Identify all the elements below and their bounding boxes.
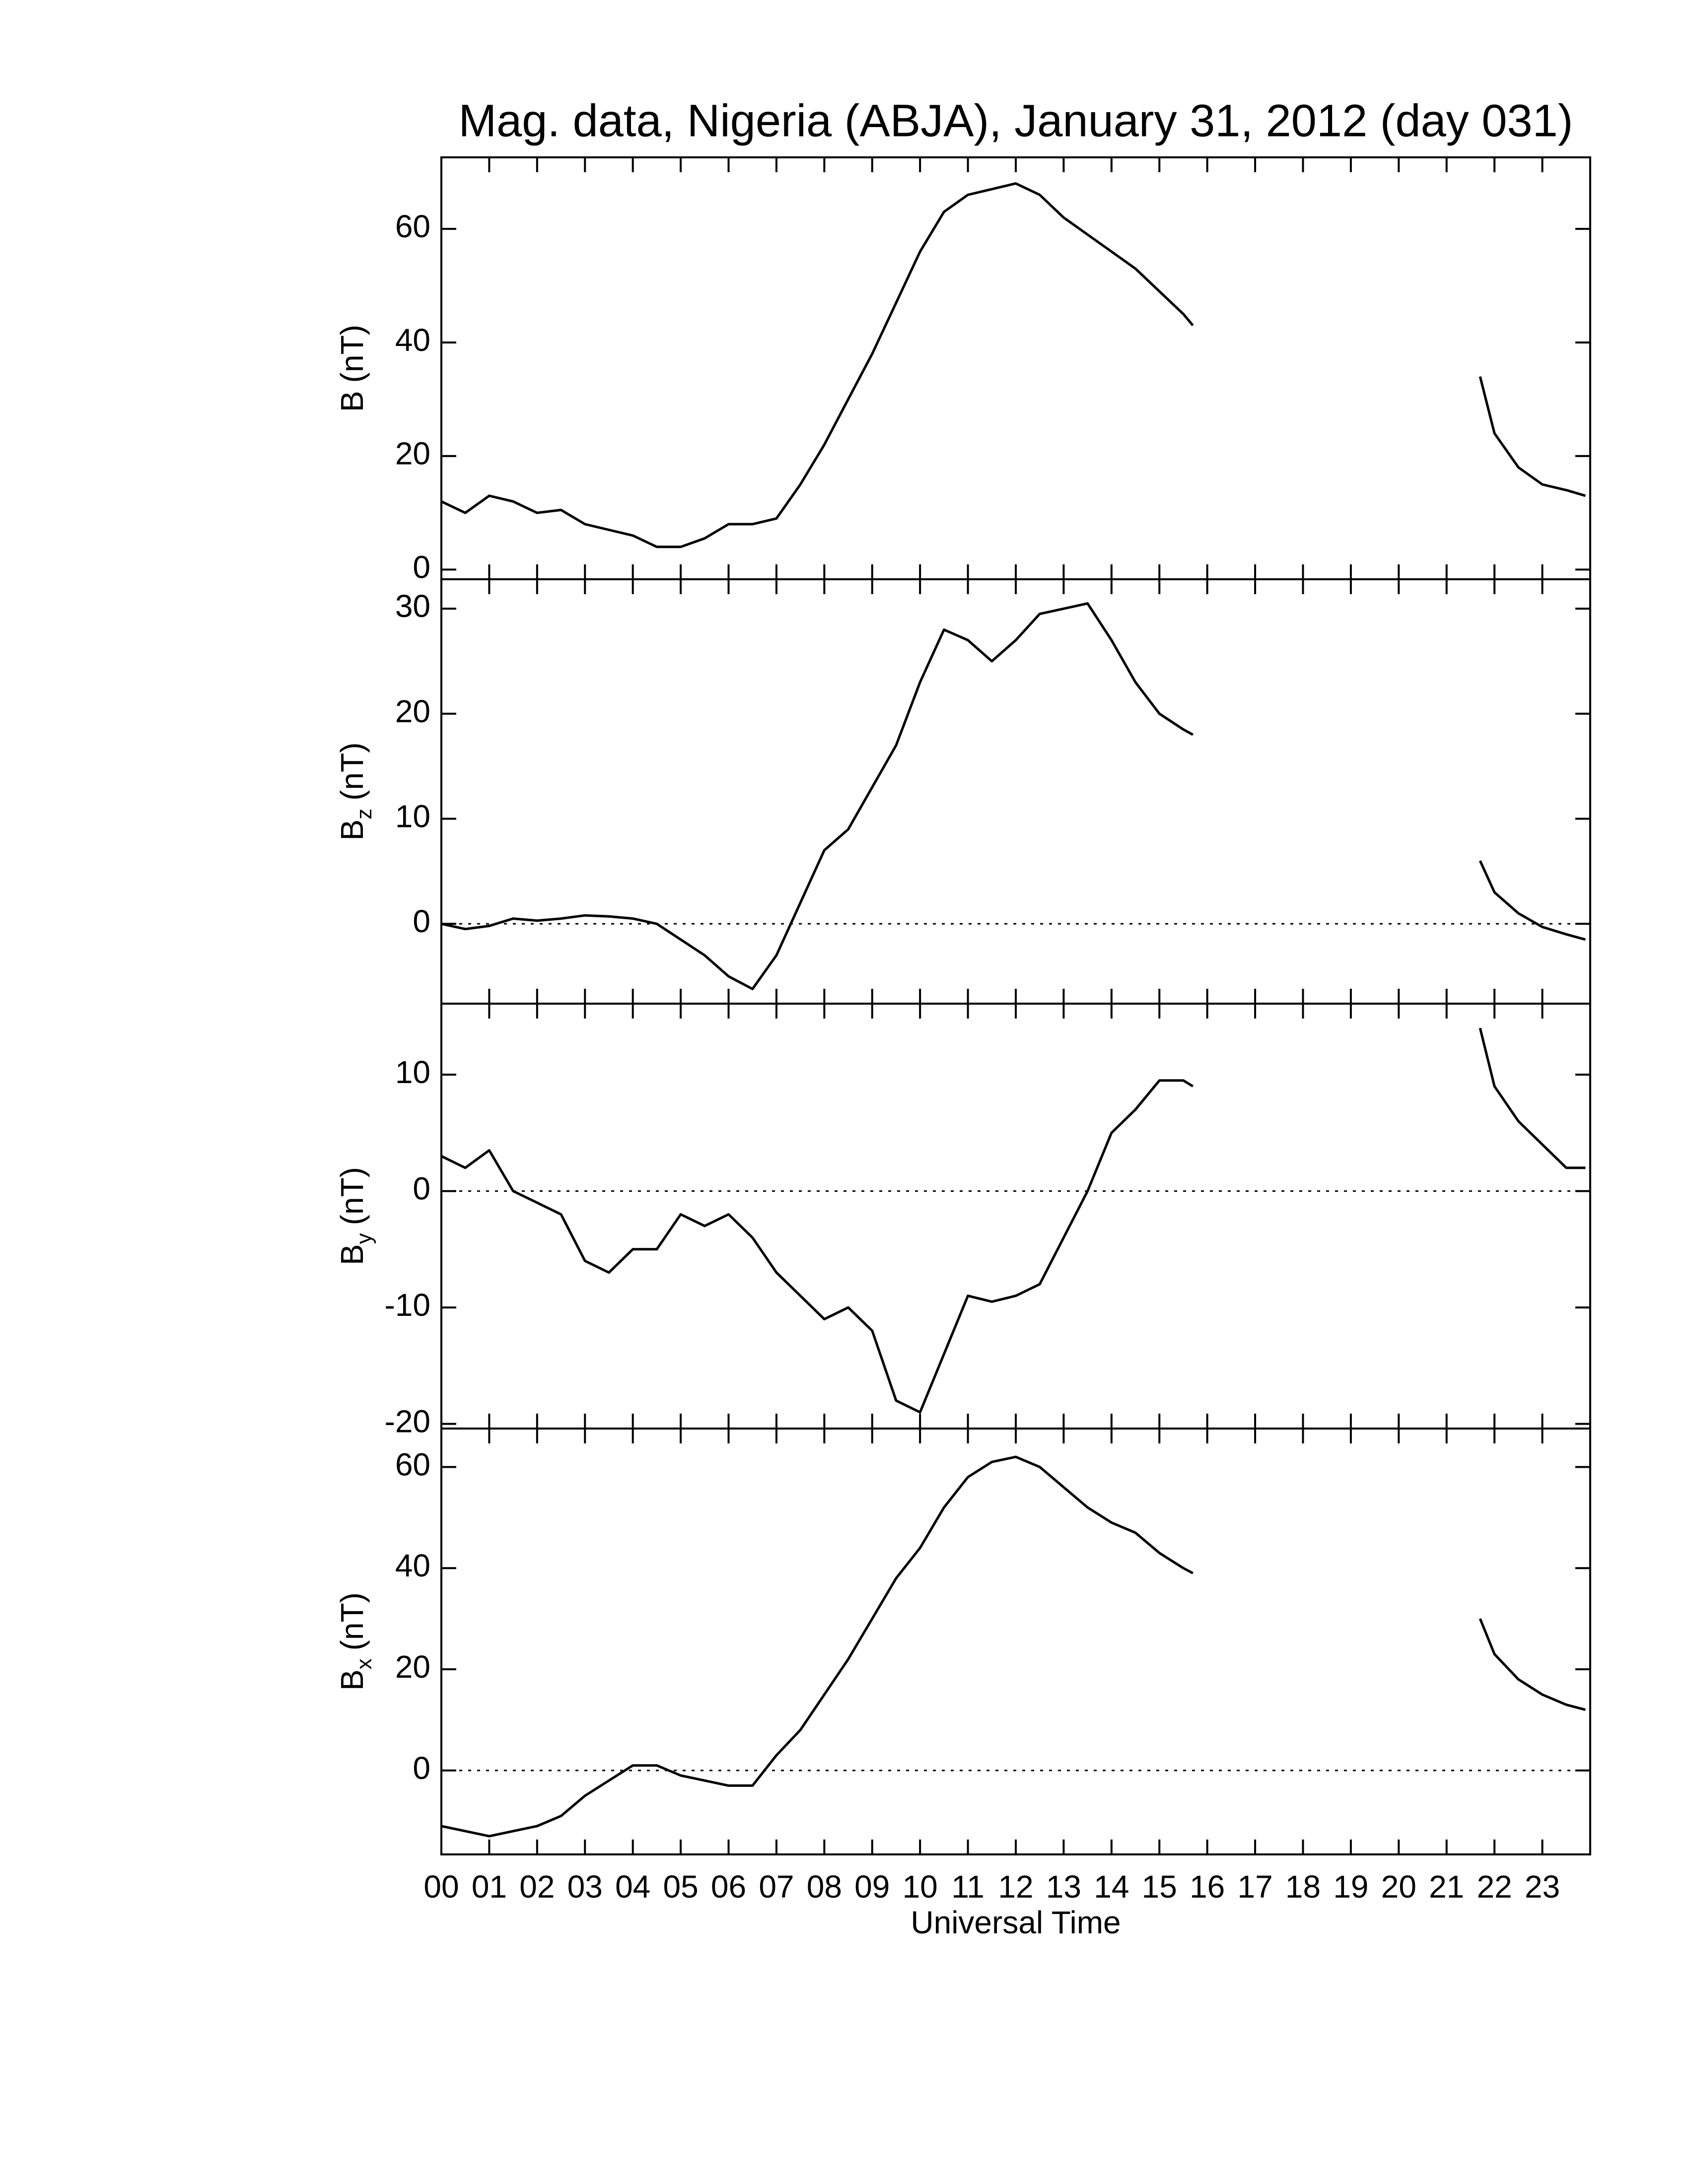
y-tick-label: -20 (385, 1404, 431, 1439)
x-tick-label: 08 (807, 1869, 842, 1905)
x-tick-label: 18 (1285, 1869, 1321, 1905)
x-tick-label: 20 (1381, 1869, 1416, 1905)
y-tick-label: 10 (395, 1054, 430, 1090)
data-line (440, 1027, 1586, 1414)
x-tick-label: 15 (1142, 1869, 1177, 1905)
y-axis-label-sub: x (352, 1658, 376, 1669)
y-axis-label-main: B (334, 391, 370, 412)
x-tick-label: 04 (615, 1869, 650, 1905)
x-tick-label: 10 (903, 1869, 938, 1905)
x-tick-label: 05 (663, 1869, 698, 1905)
y-tick-label: 0 (413, 903, 430, 939)
x-tick-label: 03 (567, 1869, 603, 1905)
x-axis-label: Universal Time (911, 1905, 1121, 1940)
y-axis-label: B (nT) (334, 325, 370, 412)
x-tick-label: 19 (1333, 1869, 1368, 1905)
x-tick-label: 00 (423, 1869, 459, 1905)
x-tick-label: 12 (998, 1869, 1033, 1905)
x-tick-label: 21 (1429, 1869, 1464, 1905)
x-tick-label: 06 (711, 1869, 746, 1905)
chart-title: Mag. data, Nigeria (ABJA), January 31, 2… (459, 95, 1573, 146)
y-tick-label: 0 (413, 1750, 430, 1786)
y-axis-label-main: B (334, 819, 370, 841)
y-tick-label: 40 (395, 1548, 430, 1583)
y-tick-label: 60 (395, 1446, 430, 1482)
y-axis-label-sub: z (352, 809, 376, 819)
x-tick-label: 14 (1094, 1869, 1129, 1905)
data-line (440, 182, 1586, 548)
x-tick-label: 02 (519, 1869, 555, 1905)
y-axis-label: By (nT) (334, 1167, 376, 1265)
y-axis-label-main: B (334, 1669, 370, 1691)
y-tick-label: 10 (395, 798, 430, 834)
data-line (441, 602, 1586, 990)
x-tick-label: 09 (854, 1869, 890, 1905)
y-tick-label: 40 (395, 322, 430, 358)
y-axis-label: Bz (nT) (334, 743, 376, 841)
x-tick-label: 07 (759, 1869, 794, 1905)
x-tick-label: 01 (472, 1869, 507, 1905)
y-axis-label: Bx (nT) (334, 1592, 376, 1691)
data-line (441, 1455, 1586, 1838)
y-tick-label: 0 (413, 1170, 430, 1206)
y-tick-label: 20 (395, 1649, 430, 1685)
y-axis-label-unit: (nT) (334, 1167, 370, 1225)
x-tick-label: 11 (951, 1869, 984, 1905)
x-tick-label: 22 (1477, 1869, 1512, 1905)
x-tick-label: 13 (1046, 1869, 1081, 1905)
y-axis-label-unit: (nT) (334, 743, 370, 801)
y-tick-label: 20 (395, 436, 430, 472)
y-axis-label-unit: (nT) (334, 325, 370, 383)
y-axis-label-unit: (nT) (334, 1592, 370, 1650)
y-tick-label: 0 (413, 549, 430, 585)
y-tick-label: 20 (395, 693, 430, 729)
y-axis-label-sub: y (352, 1233, 376, 1244)
y-tick-label: 30 (395, 588, 430, 624)
x-tick-label: 16 (1190, 1869, 1225, 1905)
y-tick-label: 60 (395, 208, 430, 244)
x-tick-label: 23 (1525, 1869, 1560, 1905)
y-axis-label-main: B (334, 1244, 370, 1265)
x-tick-label: 17 (1237, 1869, 1272, 1905)
y-tick-label: -10 (385, 1287, 431, 1323)
